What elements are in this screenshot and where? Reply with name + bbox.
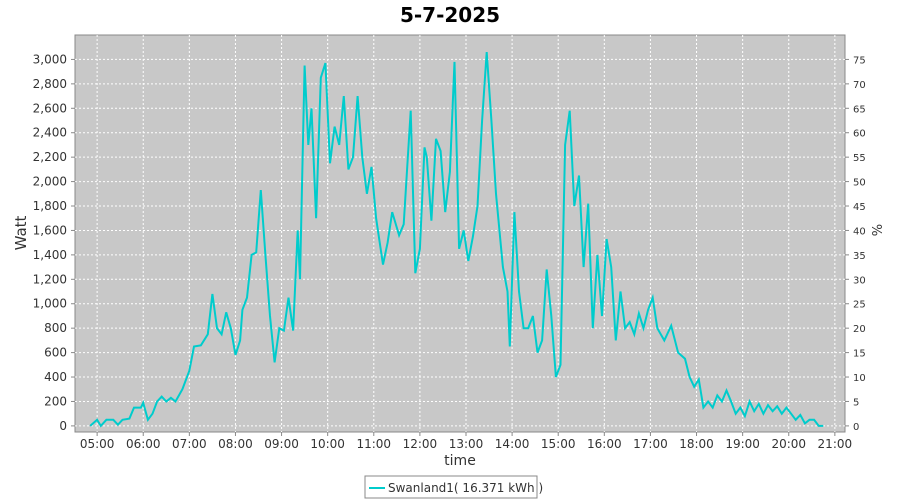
x-tick-label: 12:00 [403, 437, 438, 451]
x-tick-label: 06:00 [126, 437, 161, 451]
x-tick-label: 16:00 [587, 437, 622, 451]
y2-tick-label: 60 [853, 129, 866, 140]
x-tick-label: 19:00 [725, 437, 760, 451]
legend [364, 475, 538, 499]
y-tick-label: 1,200 [33, 272, 67, 286]
x-axis-label: time [444, 453, 476, 469]
x-tick-label: 05:00 [80, 437, 115, 451]
y-tick-label: 600 [44, 346, 67, 360]
y2-tick-label: 35 [853, 251, 866, 262]
y2-tick-label: 65 [853, 104, 866, 115]
y-tick-label: 1,000 [33, 297, 67, 311]
y-tick-label: 2,800 [33, 77, 67, 91]
x-tick-label: 14:00 [495, 437, 530, 451]
y2-tick-label: 40 [853, 226, 866, 237]
x-tick-label: 07:00 [172, 437, 207, 451]
x-tick-label: 11:00 [356, 437, 391, 451]
y2-tick-label: 5 [853, 397, 859, 408]
y2-tick-label: 45 [853, 202, 866, 213]
x-tick-label: 13:00 [449, 437, 484, 451]
plot-area [74, 34, 846, 433]
y2-tick-label: 55 [853, 153, 866, 164]
y2-tick-label: 15 [853, 349, 866, 360]
y2-tick-label: 70 [853, 80, 866, 91]
y-tick-label: 2,200 [33, 150, 67, 164]
legend-label: Swanland1( 16.371 kWh ) [388, 481, 543, 495]
y2-tick-label: 50 [853, 178, 866, 189]
x-tick-label: 08:00 [218, 437, 253, 451]
x-tick-label: 17:00 [633, 437, 668, 451]
y2-tick-label: 20 [853, 324, 866, 335]
y-tick-label: 2,600 [33, 101, 67, 115]
y2-tick-label: 10 [853, 373, 866, 384]
y2-tick-label: 0 [853, 422, 859, 433]
y-tick-label: 1,400 [33, 248, 67, 262]
y2-tick-label: 30 [853, 275, 866, 286]
y-tick-label: 3,000 [33, 52, 67, 66]
y-tick-label: 2,400 [33, 126, 67, 140]
x-tick-label: 20:00 [771, 437, 806, 451]
y-tick-label: 0 [59, 419, 67, 433]
x-tick-label: 10:00 [310, 437, 345, 451]
x-tick-label: 21:00 [818, 437, 853, 451]
y-tick-label: 200 [44, 394, 67, 408]
x-tick-label: 09:00 [264, 437, 299, 451]
y-tick-label: 1,800 [33, 199, 67, 213]
y2-tick-label: 25 [853, 300, 866, 311]
x-tick-label: 18:00 [679, 437, 714, 451]
y2-tick-label: 75 [853, 55, 866, 66]
chart-title: 5-7-2025 [400, 3, 500, 27]
series-line [89, 52, 824, 428]
y-tick-label: 2,000 [33, 175, 67, 189]
y-tick-label: 400 [44, 370, 67, 384]
y-axis-label: Watt [12, 215, 30, 250]
y2-axis-label: % [871, 224, 886, 236]
y-tick-label: 1,600 [33, 223, 67, 237]
x-tick-label: 15:00 [541, 437, 576, 451]
y-tick-label: 800 [44, 321, 67, 335]
